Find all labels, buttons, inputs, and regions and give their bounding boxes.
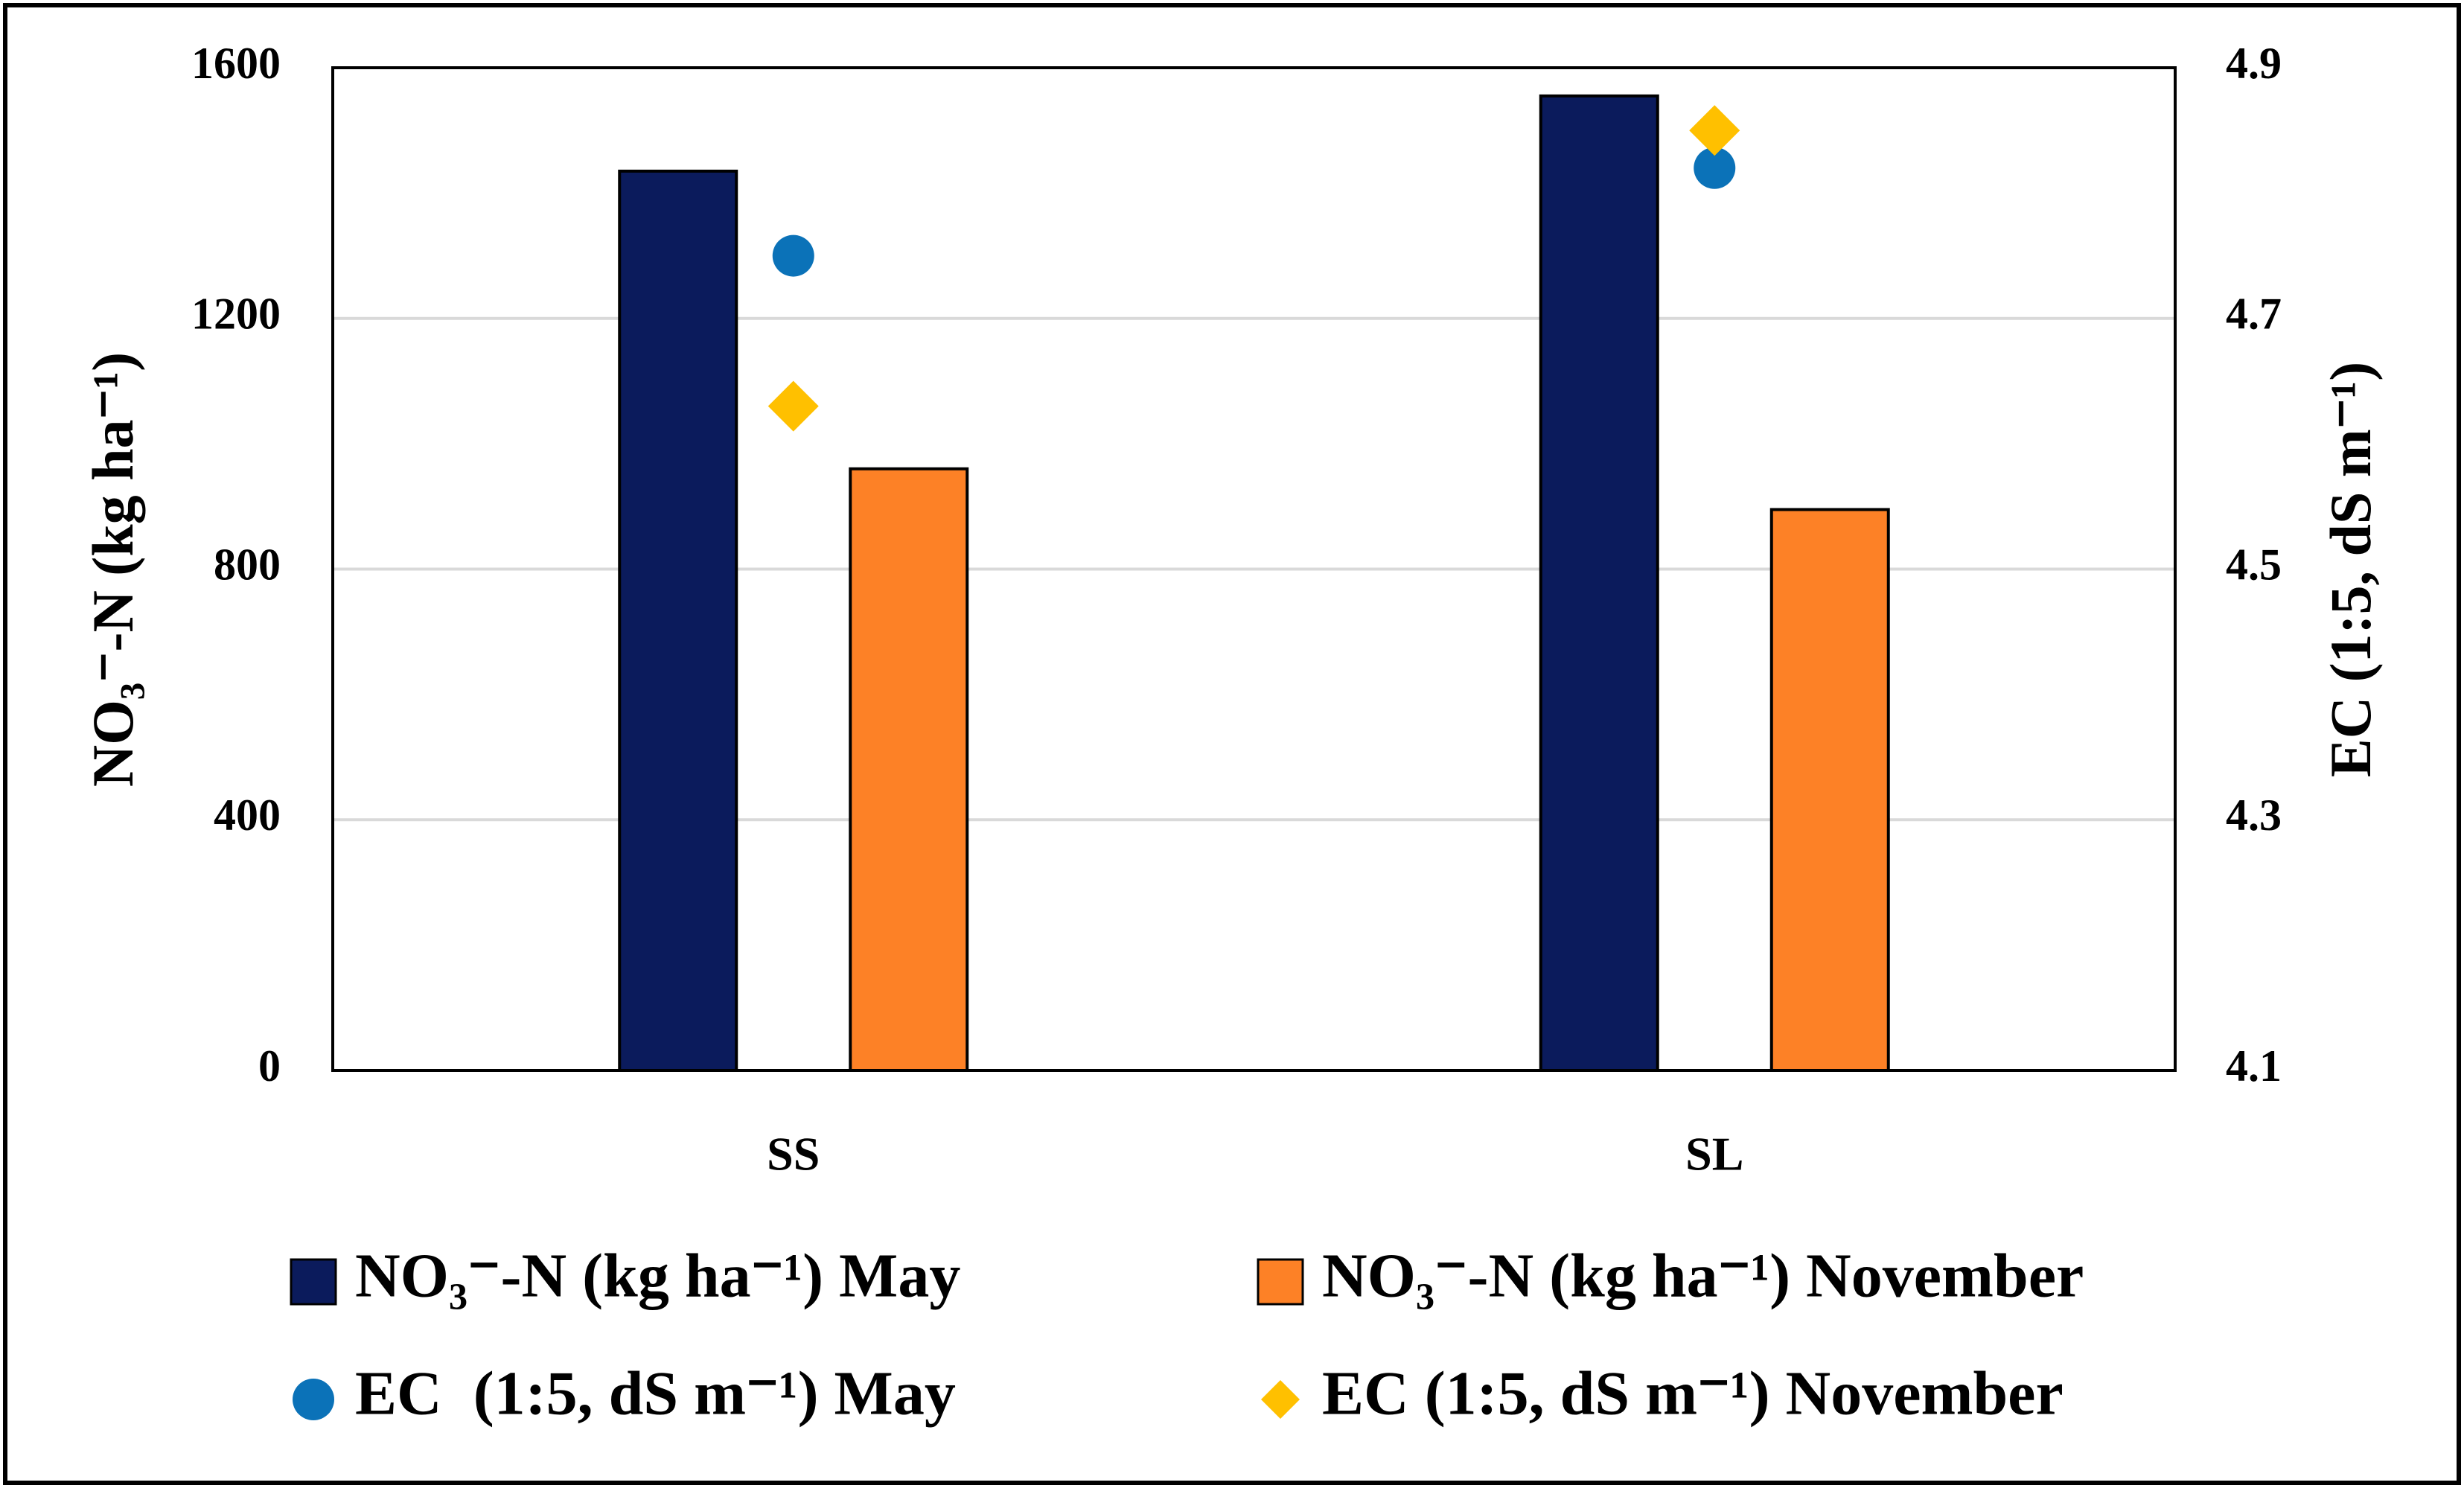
y-tick-label: 1600 <box>191 39 281 88</box>
y-tick-label: 0 <box>258 1041 281 1091</box>
y2-tick-label: 4.1 <box>2226 1041 2282 1091</box>
y2-axis-title: EC (1:5, dS m⁻¹) <box>2318 362 2383 778</box>
legend-label: NO₃⁻-N (kg ha⁻¹) November <box>1322 1241 2084 1310</box>
y-tick-label: 1200 <box>191 290 281 339</box>
x-tick-label: SL <box>1685 1128 1743 1181</box>
legend-swatch <box>293 1379 334 1420</box>
ec-marker <box>772 234 814 277</box>
marks <box>618 94 1890 1072</box>
x-tick-label: SS <box>767 1128 820 1181</box>
legend-swatch <box>290 1258 337 1306</box>
y-tick-label: 800 <box>214 540 281 589</box>
outer-border <box>3 3 2461 1485</box>
legend-swatch <box>1261 1380 1300 1419</box>
plot-border <box>331 66 2177 1072</box>
y2-tick-label: 4.5 <box>2226 540 2282 589</box>
legend-label: EC (1:5, dS m⁻¹) November <box>1322 1359 2064 1428</box>
legend-label: EC (1:5, dS m⁻¹) May <box>355 1359 956 1428</box>
y2-tick-label: 4.7 <box>2226 290 2282 339</box>
bar <box>1769 508 1890 1072</box>
bar <box>1539 94 1659 1072</box>
y-tick-label: 400 <box>214 791 281 840</box>
y-axis-title: NO₃⁻-N (kg ha⁻¹) <box>80 352 145 787</box>
legend-swatch <box>1257 1258 1304 1306</box>
bar <box>849 467 969 1072</box>
grid <box>333 66 2175 1072</box>
ec-marker <box>1694 147 1736 189</box>
ec-marker <box>1689 105 1740 156</box>
bar <box>618 169 738 1072</box>
y2-tick-label: 4.9 <box>2226 39 2282 88</box>
ec-marker <box>767 380 819 432</box>
legend-label: NO₃⁻-N (kg ha⁻¹) May <box>355 1241 960 1310</box>
y2-tick-label: 4.3 <box>2226 791 2282 840</box>
